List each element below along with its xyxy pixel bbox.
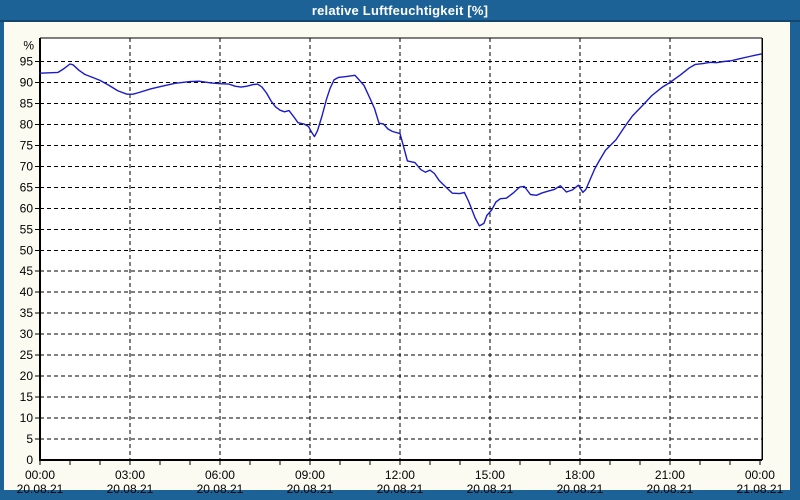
x-tick-date-label: 20.08.21 <box>287 482 334 496</box>
y-tick-label: 5 <box>26 432 33 446</box>
window-frame-bottom <box>0 490 800 500</box>
y-tick-label: 0 <box>26 453 33 467</box>
y-tick-label: 30 <box>20 327 34 341</box>
y-tick-label: 50 <box>20 243 34 257</box>
y-tick-label: 20 <box>20 369 34 383</box>
y-tick-label: 65 <box>20 180 34 194</box>
y-tick-label: 85 <box>20 96 34 110</box>
y-tick-label: 90 <box>20 75 34 89</box>
title-bar: relative Luftfeuchtigkeit [%] <box>0 0 800 22</box>
y-tick-label: 15 <box>20 390 34 404</box>
x-tick-date-label: 20.08.21 <box>647 482 694 496</box>
x-tick-date-label: 20.08.21 <box>467 482 514 496</box>
x-tick-date-label: 20.08.21 <box>197 482 244 496</box>
y-tick-label: 40 <box>20 285 34 299</box>
y-tick-label: 60 <box>20 201 34 215</box>
y-tick-label: 35 <box>20 306 34 320</box>
x-tick-date-label: 20.08.21 <box>377 482 424 496</box>
y-tick-label: 70 <box>20 159 34 173</box>
y-axis-unit-label: % <box>23 38 34 52</box>
y-tick-label: 95 <box>20 54 34 68</box>
y-tick-label: 55 <box>20 222 34 236</box>
y-tick-label: 75 <box>20 138 34 152</box>
y-tick-label: 25 <box>20 348 34 362</box>
x-tick-time-label: 15:00 <box>475 468 505 482</box>
x-tick-time-label: 21:00 <box>655 468 685 482</box>
x-tick-date-label: 21.08.21 <box>737 482 784 496</box>
x-tick-time-label: 18:00 <box>565 468 595 482</box>
x-tick-date-label: 20.08.21 <box>557 482 604 496</box>
x-tick-time-label: 09:00 <box>295 468 325 482</box>
x-tick-date-label: 20.08.21 <box>107 482 154 496</box>
y-tick-label: 45 <box>20 264 34 278</box>
x-tick-time-label: 06:00 <box>205 468 235 482</box>
x-tick-time-label: 00:00 <box>745 468 775 482</box>
y-tick-label: 80 <box>20 117 34 131</box>
x-tick-time-label: 03:00 <box>115 468 145 482</box>
x-tick-time-label: 12:00 <box>385 468 415 482</box>
window-frame-right <box>790 22 800 500</box>
x-tick-time-label: 00:00 <box>25 468 55 482</box>
series-line <box>39 53 763 227</box>
window-frame-left <box>0 22 4 500</box>
chart-title: relative Luftfeuchtigkeit [%] <box>311 2 489 18</box>
plot-area <box>40 38 762 460</box>
x-tick-date-label: 20.08.21 <box>17 482 64 496</box>
y-tick-label: 10 <box>20 411 34 425</box>
